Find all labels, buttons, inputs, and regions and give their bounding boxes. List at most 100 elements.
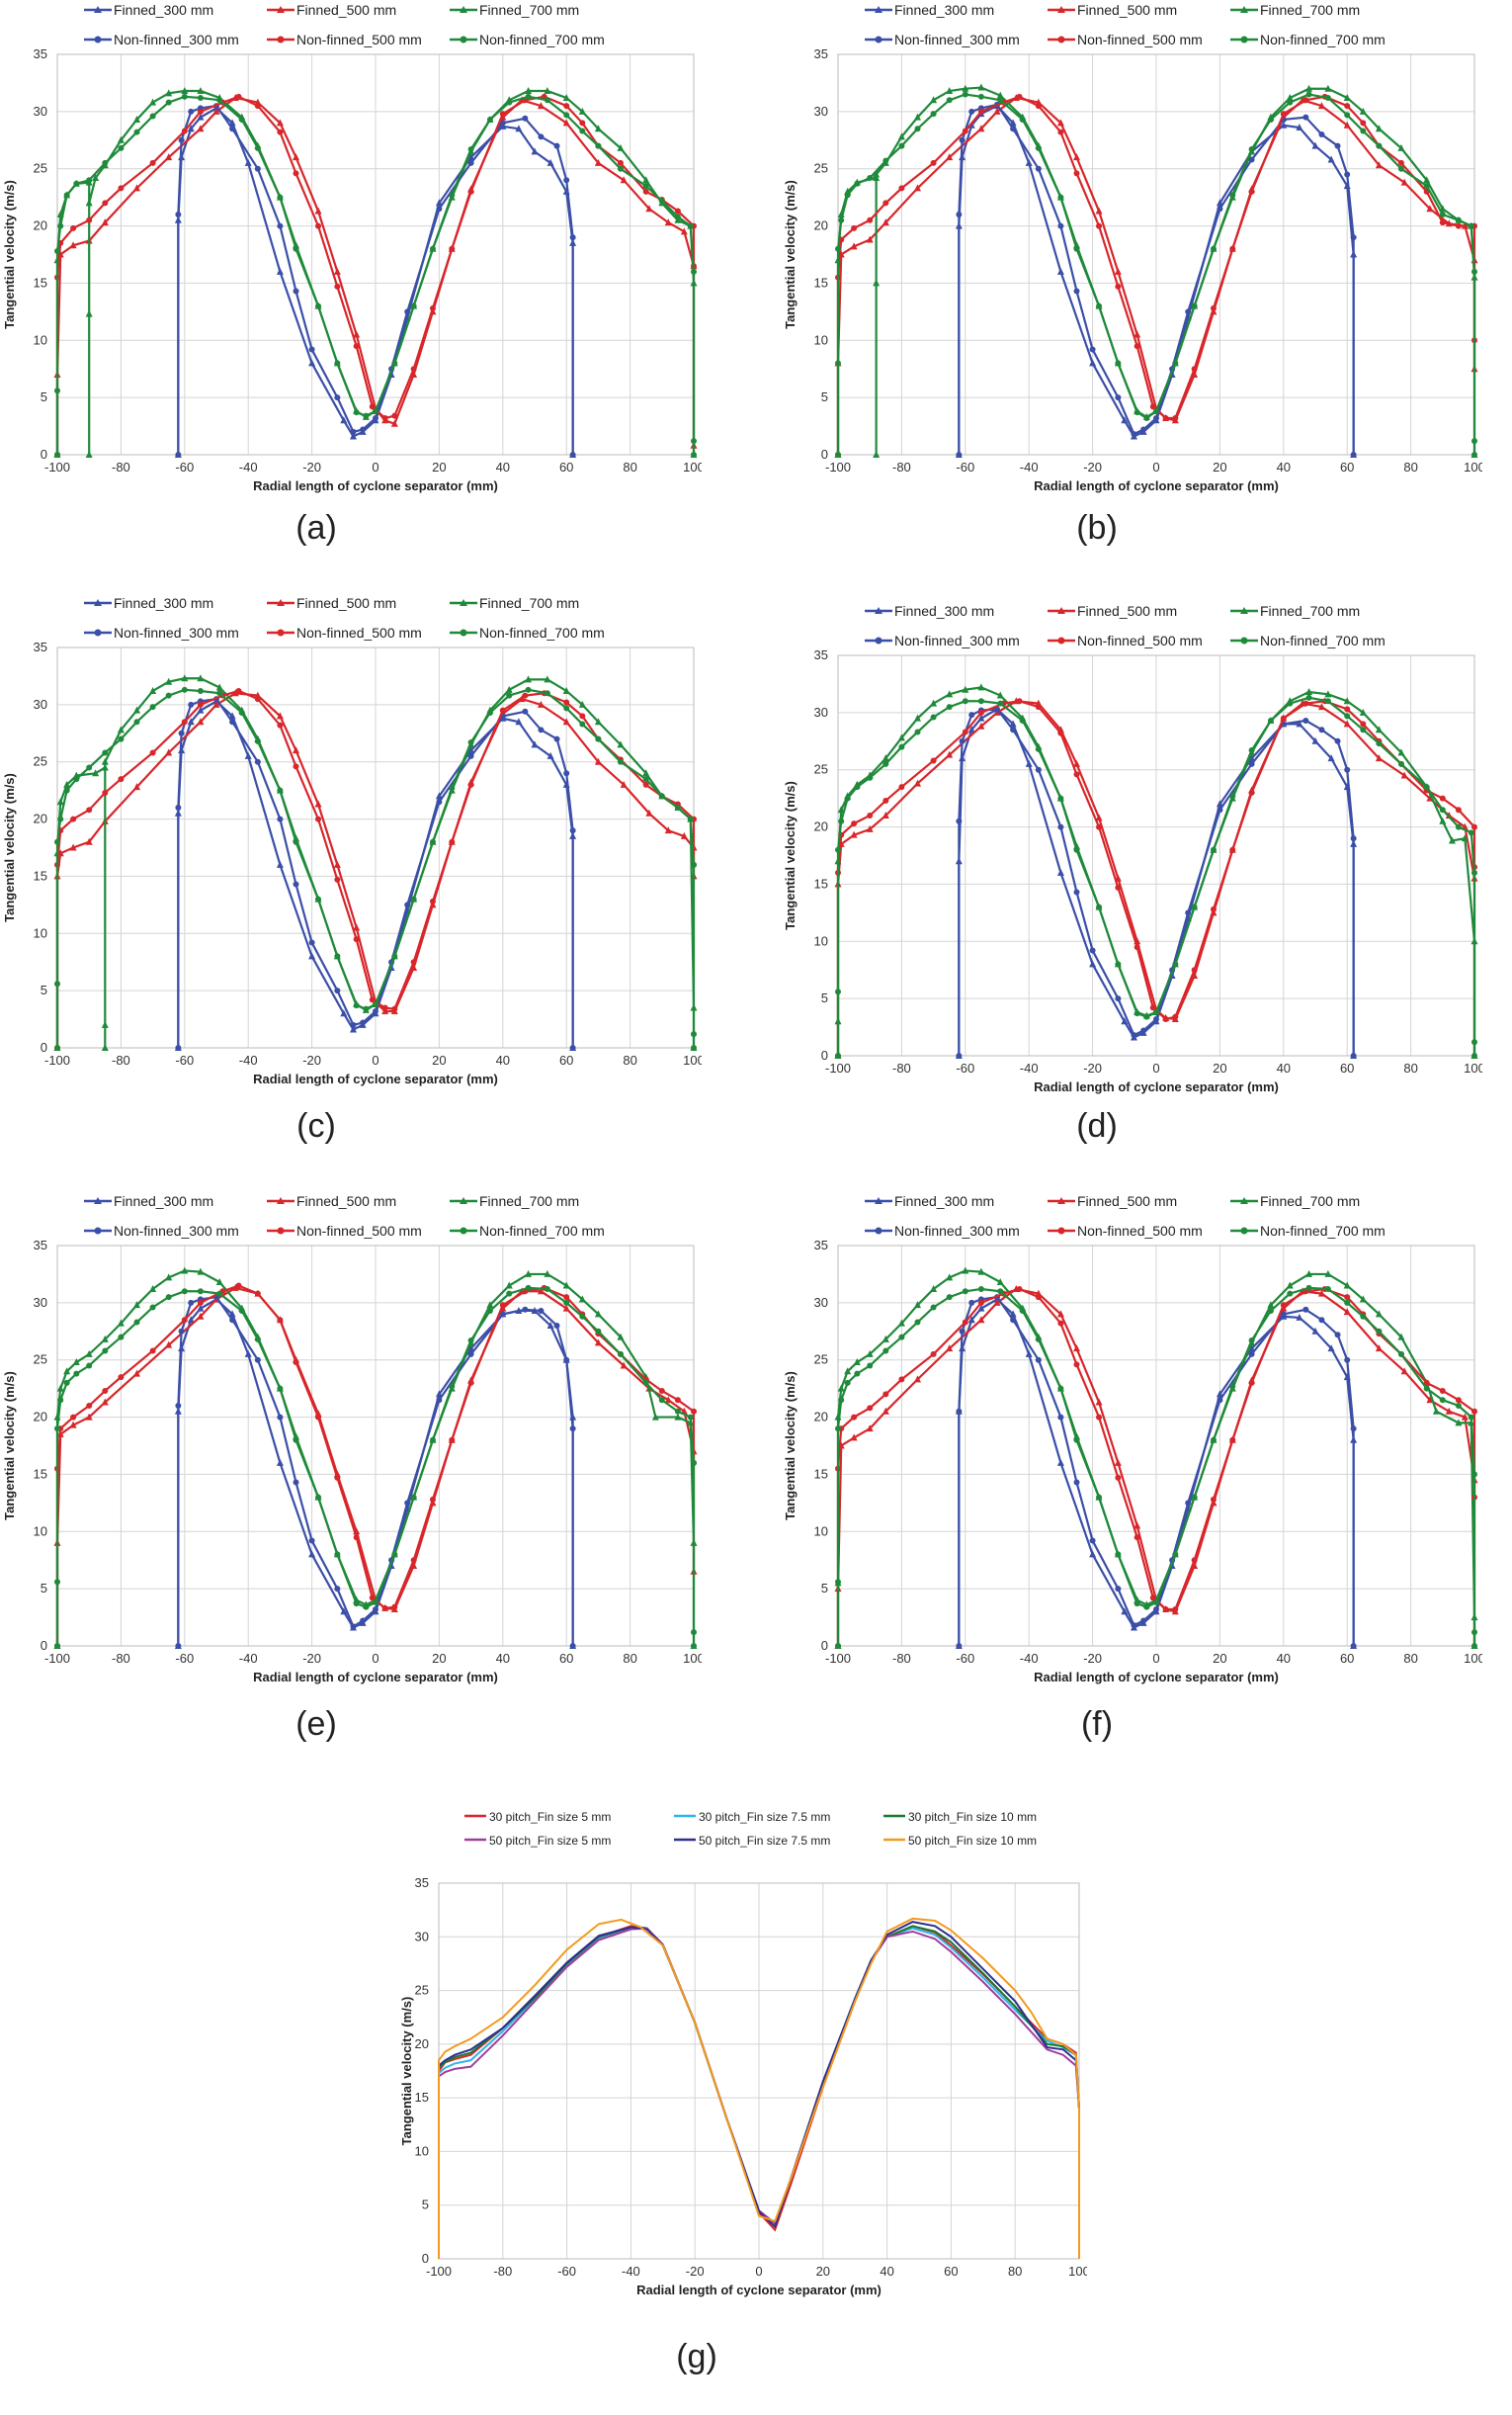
data-point <box>531 740 539 748</box>
data-point <box>687 222 694 229</box>
data-point <box>1318 131 1325 137</box>
data-point <box>914 1375 921 1383</box>
data-point <box>57 816 64 822</box>
data-point <box>897 1319 905 1327</box>
x-tick-label: 100 <box>1068 2264 1087 2279</box>
series-non-finned-300-mm <box>175 103 576 458</box>
data-point <box>118 1334 125 1340</box>
data-point <box>996 91 1004 99</box>
x-tick-label: -100 <box>825 460 851 474</box>
data-point <box>1035 165 1042 172</box>
data-point <box>1096 1494 1103 1501</box>
data-point <box>381 1604 388 1611</box>
chart-a: -100 -80 -60 -40 -20 0 20 40 60 80 100 0 5 10 15 20 25 30… <box>2 2 702 493</box>
data-point <box>1350 452 1357 458</box>
data-point <box>117 726 125 733</box>
data-point <box>1114 267 1122 275</box>
data-point <box>525 1269 533 1277</box>
series-line <box>438 1921 1080 2259</box>
data-point <box>1095 1398 1103 1406</box>
data-point <box>1400 1367 1408 1375</box>
y-tick-label: 25 <box>814 161 828 176</box>
data-point <box>228 712 236 720</box>
data-point <box>562 718 570 726</box>
data-point <box>369 403 376 410</box>
x-tick-label: 60 <box>1340 1651 1354 1666</box>
legend-label: Finned_300 mm <box>894 603 994 619</box>
x-tick-label: -100 <box>44 1053 70 1068</box>
y-axis-label: Tangential velocity (m/s) <box>783 781 798 930</box>
data-point <box>54 1045 60 1051</box>
data-point <box>235 93 242 100</box>
data-point <box>882 754 889 762</box>
data-point <box>435 792 443 800</box>
data-point <box>515 125 523 132</box>
data-point <box>1471 1039 1477 1046</box>
x-tick-label: 0 <box>372 1651 378 1666</box>
y-axis-label: Tangential velocity (m/s) <box>2 1371 17 1520</box>
data-point <box>674 1397 681 1404</box>
data-point <box>544 690 550 697</box>
data-point <box>1327 155 1335 163</box>
data-point <box>1350 234 1357 241</box>
data-point <box>293 288 299 295</box>
data-point <box>1248 156 1255 163</box>
series-50-pitch-fin-size-5-mm <box>438 1927 1080 2259</box>
data-point <box>1344 1356 1351 1363</box>
x-tick-label: -60 <box>956 1061 974 1076</box>
data-point <box>1073 846 1080 853</box>
data-point <box>1009 1310 1017 1318</box>
data-point <box>349 432 357 440</box>
data-point <box>197 1267 205 1275</box>
y-tick-label: 0 <box>41 1040 47 1055</box>
data-point <box>1471 1053 1477 1059</box>
data-point <box>897 132 905 140</box>
data-point <box>175 1403 182 1409</box>
legend-label: Non-finned_500 mm <box>296 32 422 47</box>
legend-item: Non-finned_500 mm <box>1048 633 1203 648</box>
legend-marker <box>1240 607 1248 614</box>
data-point <box>373 1001 378 1008</box>
data-point <box>1248 146 1255 153</box>
x-tick-label: 0 <box>372 1053 378 1068</box>
data-point <box>1172 1551 1179 1558</box>
x-tick-label: -20 <box>302 1053 321 1068</box>
data-point <box>175 212 182 217</box>
legend-marker <box>1057 607 1065 614</box>
data-point <box>1153 1015 1159 1022</box>
data-point <box>381 1004 388 1011</box>
data-point <box>1073 245 1080 252</box>
data-point <box>1210 245 1217 252</box>
data-point <box>595 1328 602 1335</box>
x-tick-label: -40 <box>239 1651 258 1666</box>
y-tick-label: 5 <box>422 2198 429 2212</box>
data-point <box>835 846 841 853</box>
x-tick-label: 80 <box>1403 1061 1417 1076</box>
y-axis-label: Tangential velocity (m/s) <box>783 1371 798 1520</box>
data-point <box>102 200 109 207</box>
data-point <box>86 1403 93 1409</box>
data-point <box>314 800 322 808</box>
data-point <box>340 416 348 424</box>
x-tick-label: 80 <box>623 1053 636 1068</box>
data-point <box>63 780 71 788</box>
legend-item: Non-finned_700 mm <box>450 625 605 641</box>
data-point <box>1350 1643 1357 1649</box>
data-point <box>674 214 681 220</box>
data-point <box>1350 1053 1357 1059</box>
data-point <box>1073 1361 1080 1368</box>
data-point <box>658 198 665 205</box>
data-point <box>569 1643 576 1649</box>
x-tick-label: 40 <box>1277 1651 1291 1666</box>
data-point <box>1311 141 1319 149</box>
data-point <box>1397 159 1404 166</box>
data-point <box>691 1629 697 1636</box>
data-point <box>334 1551 341 1558</box>
data-point <box>63 1379 70 1386</box>
data-point <box>197 706 205 714</box>
data-point <box>968 1299 975 1306</box>
y-tick-label: 5 <box>41 1581 47 1596</box>
data-point <box>930 1284 938 1292</box>
data-point <box>505 1281 513 1289</box>
data-point <box>254 103 261 110</box>
